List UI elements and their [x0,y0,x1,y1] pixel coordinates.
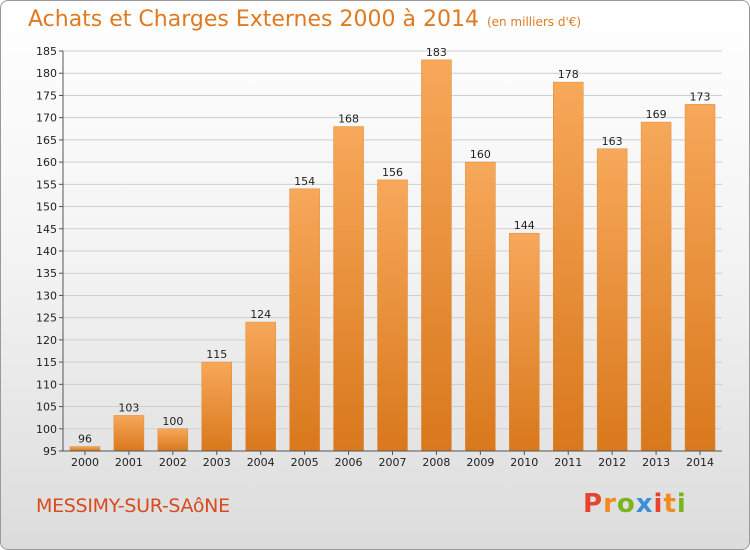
y-tick-label: 95 [43,445,57,458]
data-label: 183 [426,46,447,59]
logo-letter: i [676,489,687,519]
commune-name: MESSIMY-SUR-SAôNE [36,495,230,517]
data-label: 156 [382,166,403,179]
logo-letter: P [583,489,604,519]
chart-subtitle: (en milliers d'€) [486,15,582,29]
axes [62,51,722,452]
x-tick-label: 2007 [379,456,407,469]
x-tick-label: 2003 [203,456,231,469]
y-axis-ticks: 95 100 105 110 115 120 125 130 135 140 145 150 155 16… [36,45,63,458]
bar [245,321,276,452]
x-tick-label: 2002 [159,456,187,469]
data-label: 178 [558,68,579,81]
y-tick-label: 110 [36,378,57,391]
x-tick-label: 2000 [71,456,99,469]
data-label: 103 [118,401,139,414]
logo-letter: o [616,489,636,519]
x-tick-label: 2001 [115,456,143,469]
bar [596,148,628,452]
y-tick-label: 120 [36,334,57,347]
y-tick-label: 175 [36,89,57,102]
bar [377,179,408,452]
bars [69,59,716,452]
bar [157,428,189,452]
logo-letter: r [603,489,617,519]
data-label: 168 [338,113,359,126]
bar [69,446,101,452]
data-label: 154 [294,175,315,188]
x-tick-label: 2012 [598,456,626,469]
data-label: 96 [78,433,92,446]
y-tick-label: 140 [36,245,57,258]
data-label: 144 [514,219,535,232]
bar [509,232,540,452]
data-label: 163 [602,135,623,148]
x-tick-label: 2005 [291,456,319,469]
y-tick-label: 150 [36,201,57,214]
y-tick-label: 145 [36,223,57,236]
y-tick-label: 125 [36,312,57,325]
data-label: 124 [250,308,271,321]
proxiti-logo[interactable]: Proxiti [583,489,687,519]
chart-title: Achats et Charges Externes 2000 à 2014 (e… [28,7,581,32]
data-label: 169 [646,108,667,121]
bar [421,59,452,452]
x-axis-ticks: 2000 2001 2002 2003 2004 2005 2006 2007 2008 2009… [71,451,714,469]
bar [113,415,145,452]
bar [465,161,496,452]
y-tick-label: 130 [36,289,57,302]
x-tick-label: 2014 [686,456,714,469]
x-tick-label: 2013 [642,456,670,469]
x-tick-label: 2010 [510,456,538,469]
x-tick-label: 2009 [466,456,494,469]
data-labels: 96 103 100 115 124 154 168 156 183 160 144 178 163 16… [78,46,711,446]
data-label: 173 [690,90,711,103]
y-tick-label: 105 [36,401,57,414]
y-tick-label: 170 [36,112,57,125]
y-tick-label: 180 [36,67,57,80]
y-tick-label: 135 [36,267,57,280]
y-tick-label: 155 [36,178,57,191]
bar [552,81,584,452]
bar [289,188,320,452]
logo-letter: t [663,489,677,519]
y-tick-label: 165 [36,134,57,147]
data-label: 115 [206,348,227,361]
data-label: 100 [162,415,183,428]
x-tick-label: 2008 [422,456,450,469]
data-label: 160 [470,148,491,161]
y-tick-label: 100 [36,423,57,436]
bar [201,361,233,452]
y-tick-label: 185 [36,45,57,58]
title-text: Achats et Charges Externes 2000 à 2014 [28,7,479,32]
bar [333,126,364,452]
x-tick-label: 2004 [247,456,275,469]
logo-letter: x [635,489,654,519]
logo-letter: i [653,489,664,519]
x-tick-label: 2006 [335,456,363,469]
y-tick-label: 115 [36,356,57,369]
x-tick-label: 2011 [554,456,582,469]
bar [640,121,672,452]
y-tick-label: 160 [36,156,57,169]
bar [684,104,716,452]
